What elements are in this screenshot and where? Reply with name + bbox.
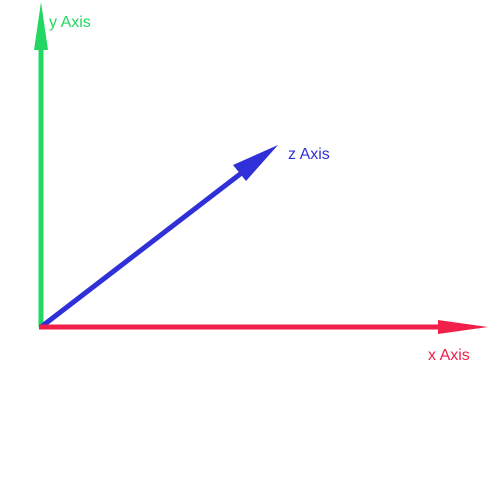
y-axis: y Axis bbox=[34, 2, 91, 327]
y-axis-arrowhead bbox=[34, 2, 48, 50]
z-axis-arrowhead bbox=[233, 145, 278, 181]
x-axis-label: x Axis bbox=[428, 347, 470, 364]
z-axis: z Axis bbox=[39, 145, 330, 329]
z-axis-line bbox=[39, 166, 250, 329]
z-axis-label: z Axis bbox=[288, 146, 330, 163]
y-axis-label: y Axis bbox=[49, 14, 91, 31]
x-axis: x Axis bbox=[39, 320, 488, 364]
x-axis-arrowhead bbox=[438, 320, 488, 334]
